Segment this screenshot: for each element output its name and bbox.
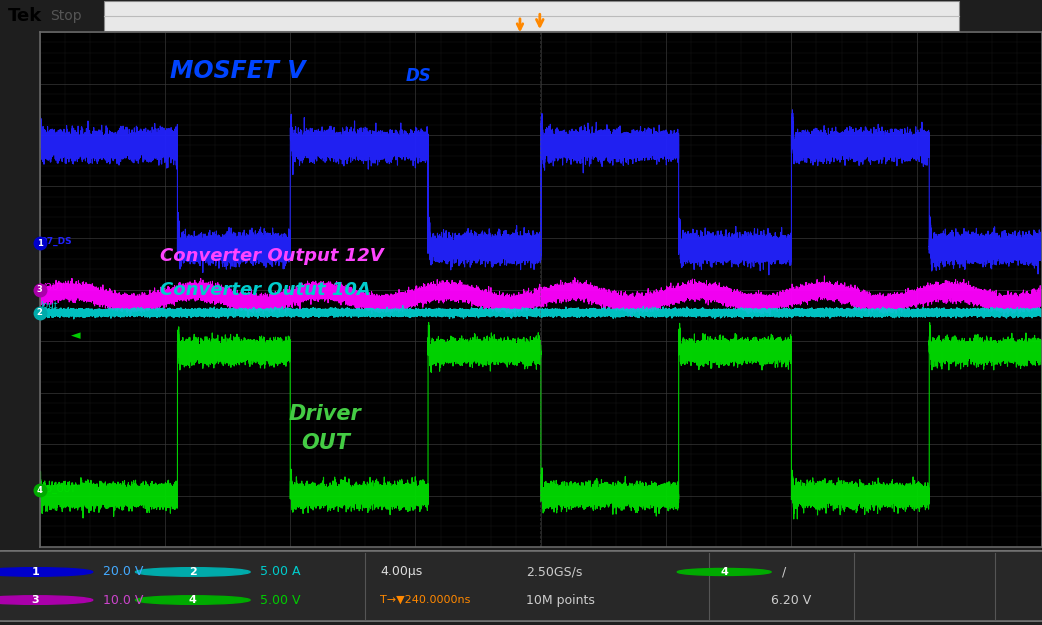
Text: 3: 3 [36,285,43,294]
Text: 10M points: 10M points [526,594,595,606]
Text: MOSFET V: MOSFET V [170,59,305,83]
Text: 5.00 V: 5.00 V [260,594,301,606]
Text: Q7_DS: Q7_DS [40,237,73,246]
Text: Tek: Tek [8,7,43,25]
Text: 3: 3 [31,595,40,605]
Text: 4: 4 [720,567,728,577]
Text: Converter Output 12V: Converter Output 12V [159,247,383,265]
Text: 4: 4 [36,486,43,495]
Text: 2: 2 [189,567,197,577]
Text: DS: DS [405,67,431,85]
Text: U5_OUT: U5_OUT [40,484,76,493]
Circle shape [0,568,93,576]
Text: VOUT: VOUT [40,283,65,292]
Text: 5.00 A: 5.00 A [260,566,301,579]
Text: Iout: Iout [40,301,57,310]
Text: 20.0 V: 20.0 V [103,566,144,579]
Text: 10.0 V: 10.0 V [103,594,144,606]
Text: Converter Outut 10A: Converter Outut 10A [159,281,371,299]
Circle shape [0,596,93,604]
FancyBboxPatch shape [0,551,1042,621]
Text: 6.20 V: 6.20 V [771,594,812,606]
Text: ◄: ◄ [71,329,80,342]
Circle shape [135,596,250,604]
Text: 1: 1 [36,239,43,248]
Circle shape [135,568,250,576]
Text: Stop: Stop [50,9,81,23]
Text: 4: 4 [189,595,197,605]
Text: 2: 2 [36,308,43,317]
Text: 2.50GS/s: 2.50GS/s [526,566,582,579]
FancyBboxPatch shape [104,1,959,31]
Text: Driver
OUT: Driver OUT [289,404,362,453]
Circle shape [677,569,771,576]
Text: T→▼240.0000ns: T→▼240.0000ns [380,595,471,605]
Text: 4.00μs: 4.00μs [380,566,423,579]
Text: /: / [782,566,786,579]
Text: 1: 1 [31,567,40,577]
